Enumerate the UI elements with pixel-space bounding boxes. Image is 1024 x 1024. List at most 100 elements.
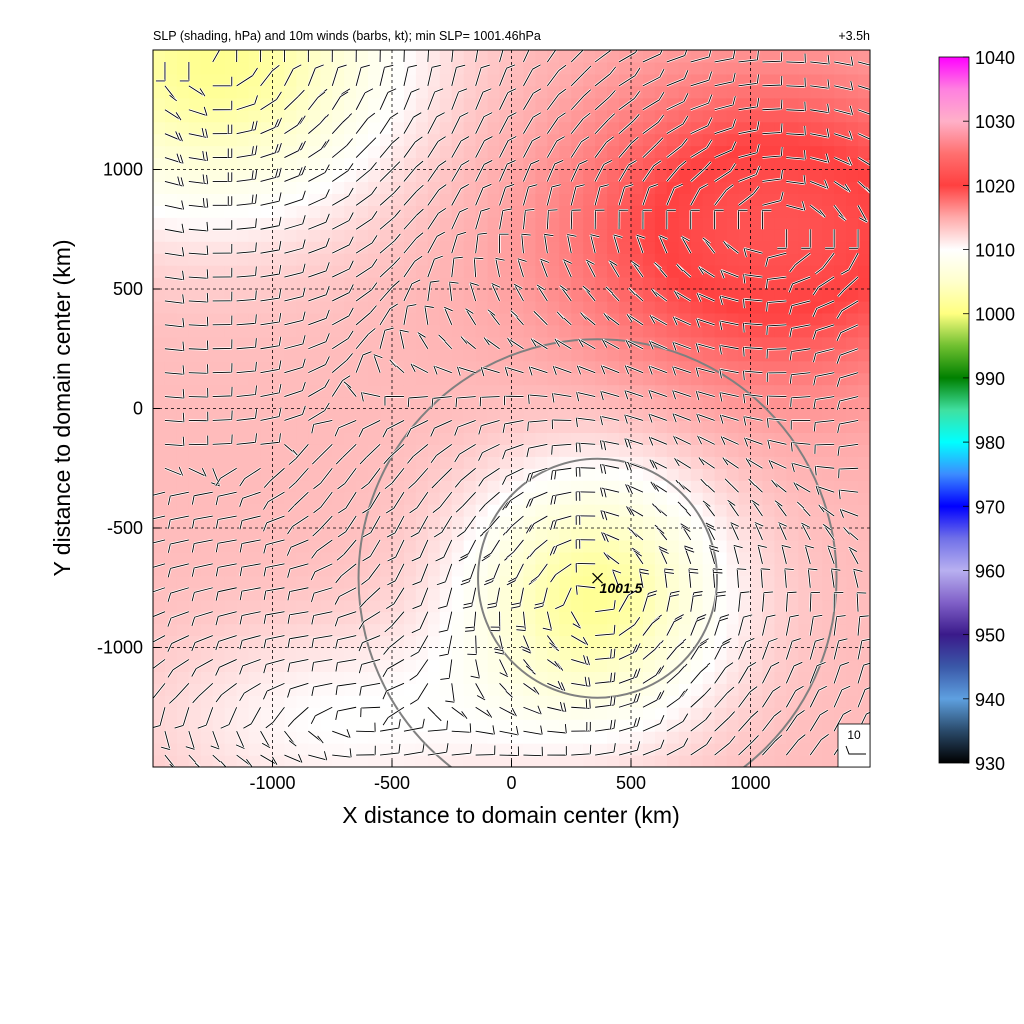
shading-cell [535,444,548,457]
shading-cell [607,348,620,362]
shading-cell [248,324,262,338]
shading-cell [260,277,274,290]
shading-cell [595,731,608,744]
shading-cell [248,85,262,99]
shading-cell [535,169,548,183]
shading-cell [392,599,405,613]
shading-cell [392,623,405,637]
shading-cell [798,193,811,206]
shading-cell [511,719,525,732]
shading-cell [834,169,847,183]
shading-cell [344,193,357,206]
shading-cell [260,683,274,696]
shading-cell [332,516,345,529]
shading-cell [284,551,297,565]
shading-cell [380,408,393,422]
shading-cell [403,181,417,194]
shading-cell [164,300,178,314]
shading-cell [726,229,740,242]
shading-cell [798,289,811,302]
shading-cell [702,85,716,99]
shading-cell [822,193,835,206]
shading-cell [511,109,525,123]
shading-cell [619,289,632,302]
shading-cell [200,300,214,314]
shading-cell [678,432,692,445]
shading-cell [176,516,190,529]
shading-cell [583,599,596,613]
shading-cell [380,539,393,553]
shading-cell [810,73,823,87]
plot-area [153,50,870,767]
shading-cell [164,277,178,290]
shading-cell [248,61,262,75]
shading-cell [320,360,333,374]
shading-cell [260,109,274,123]
shading-cell [487,384,501,398]
shading-cell [702,181,716,194]
shading-cell [463,504,477,517]
shading-cell [607,97,620,111]
shading-cell [200,97,214,111]
shading-cell [511,372,525,386]
shading-cell [272,504,286,517]
shading-cell [642,635,656,649]
shading-cell [356,300,369,314]
shading-cell [188,683,202,696]
colorbar-tick-label: 1000 [975,305,1015,325]
shading-cell [224,551,238,565]
shading-cell [212,444,226,457]
shading-cell [224,575,238,589]
shading-cell [284,85,297,99]
shading-cell [272,50,286,63]
shading-cell [774,396,787,410]
shading-cell [236,456,250,469]
shading-cell [547,109,560,123]
shading-cell [487,61,501,75]
x-tick-label: 0 [506,773,516,793]
shading-cell [487,755,501,767]
shading-cell [750,647,764,661]
shading-cell [451,755,465,767]
shading-cell [798,420,811,433]
shading-cell [822,217,835,230]
shading-cell [511,229,525,242]
shading-cell [762,61,775,75]
shading-cell [499,241,513,254]
shading-cell [392,731,405,744]
shading-cell [810,444,823,457]
shading-cell [427,492,441,505]
shading-cell [200,647,214,661]
shading-cell [236,420,250,433]
shading-cell [308,707,321,720]
shading-cell [571,265,584,278]
shading-cell [380,528,393,541]
shading-cell [547,205,560,218]
shading-cell [523,563,536,577]
shading-cell [702,145,716,159]
shading-cell [571,217,584,230]
shading-cell [224,420,238,433]
shading-cell [392,85,405,99]
shading-cell [344,360,357,374]
shading-cell [200,205,214,218]
shading-cell [846,133,859,147]
shading-cell [822,336,835,350]
shading-cell [690,539,704,553]
shading-cell [702,217,716,230]
shading-cell [236,229,250,242]
shading-cell [176,492,190,505]
shading-cell [415,133,429,147]
shading-cell [368,169,381,183]
shading-cell [344,61,357,75]
shading-cell [642,755,656,767]
shading-cell [690,731,704,744]
shading-cell [296,61,309,75]
shading-cell [272,623,286,637]
shading-cell [164,384,178,398]
shading-cell [595,109,608,123]
shading-cell [212,671,226,684]
shading-cell [702,719,716,732]
shading-cell [571,516,584,529]
shading-cell [415,480,429,493]
